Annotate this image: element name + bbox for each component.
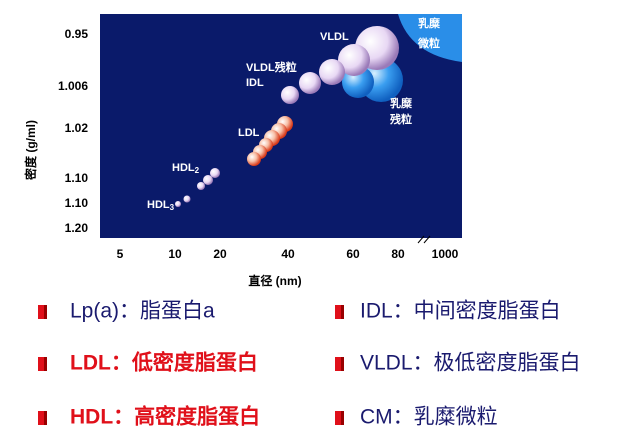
y-tick-label: 1.10 xyxy=(65,196,89,210)
bullet-shade xyxy=(341,357,344,371)
label: 乳糜 xyxy=(418,16,441,30)
legend-item: Lp(a)：脂蛋白a xyxy=(70,300,215,323)
y-tick-label: 1.006 xyxy=(58,79,88,93)
label: VLDL xyxy=(320,31,349,43)
bullet xyxy=(38,411,47,425)
bullet-shade xyxy=(341,411,344,425)
x-tick-label: 10 xyxy=(168,247,182,261)
bullet xyxy=(335,357,344,371)
legend-item: IDL：中间密度脂蛋白 xyxy=(360,300,561,323)
bullet xyxy=(38,357,47,371)
y-tick-label: 1.10 xyxy=(65,171,89,185)
bullet-shade xyxy=(44,305,47,319)
label: HDL2 xyxy=(172,162,200,175)
y-tick-label: 0.95 xyxy=(65,27,89,41)
x-tick-label: 40 xyxy=(281,247,295,261)
label: 乳糜 xyxy=(390,96,413,110)
legend-item: HDL：高密度脂蛋白 xyxy=(70,405,260,429)
y-tick-label: 1.02 xyxy=(65,121,89,135)
x-tick-label: 1000 xyxy=(432,247,459,261)
legend-item: CM：乳糜微粒 xyxy=(360,406,498,429)
x-tick-label: 5 xyxy=(117,247,124,261)
bullet xyxy=(335,411,344,425)
x-tick-label: 60 xyxy=(346,247,360,261)
x-tick-label: 20 xyxy=(213,247,227,261)
particles xyxy=(175,26,403,207)
label: 残粒 xyxy=(390,112,412,126)
chylomicron-region xyxy=(398,14,462,62)
axis-break xyxy=(417,235,425,244)
label: IDL xyxy=(246,77,264,89)
axis-break xyxy=(423,235,431,244)
bullet-shade xyxy=(341,305,344,319)
label: HDL3 xyxy=(147,199,175,212)
x-axis-title: 直径 (nm) xyxy=(248,273,301,288)
bullet-shade xyxy=(44,411,47,425)
x-tick-label: 80 xyxy=(391,247,405,261)
legend-item: VLDL：极低密度脂蛋白 xyxy=(360,352,581,375)
label: 微粒 xyxy=(417,36,440,50)
y-axis-title: 密度 (g/ml) xyxy=(23,120,38,180)
y-tick-label: 1.20 xyxy=(65,221,89,235)
label: LDL xyxy=(238,127,260,139)
legend-item: LDL：低密度脂蛋白 xyxy=(70,351,258,375)
bullet xyxy=(335,305,344,319)
bullet-shade xyxy=(44,357,47,371)
bullet xyxy=(38,305,47,319)
label: VLDL残粒 xyxy=(246,60,297,74)
